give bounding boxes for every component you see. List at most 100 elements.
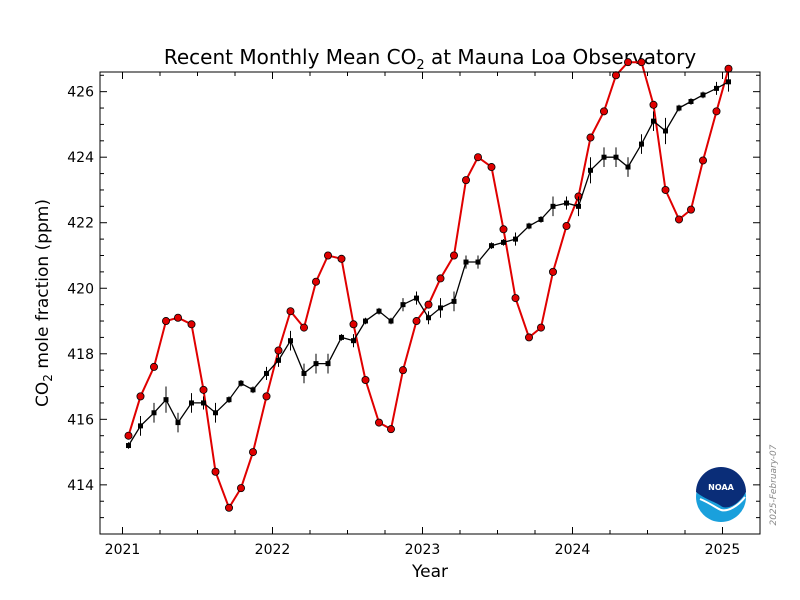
data-point (400, 302, 406, 308)
series-line (127, 61, 730, 511)
x-tick-label: 2022 (255, 542, 291, 558)
data-point (699, 156, 708, 165)
data-point (361, 375, 370, 384)
data-point (250, 387, 256, 393)
data-point (224, 503, 233, 512)
data-point (412, 317, 421, 326)
data-point (363, 318, 368, 324)
data-point (414, 295, 419, 301)
data-point (311, 277, 320, 286)
axis-ticks: 2021 2022 2023 2024 2025 414 416 418 420 422 424 42… (67, 72, 761, 558)
data-point (675, 215, 684, 224)
data-point (624, 58, 633, 67)
data-point (325, 361, 331, 367)
data-point (625, 164, 631, 170)
data-point (601, 154, 607, 160)
data-point (376, 308, 382, 314)
x-axis-label: Year (411, 562, 448, 582)
data-point (676, 105, 682, 111)
data-point (586, 133, 595, 142)
data-point (339, 334, 344, 340)
data-point (463, 259, 469, 265)
y-tick-label: 418 (67, 347, 94, 363)
data-point (349, 320, 358, 329)
data-point (126, 443, 131, 449)
svg-text:CO2 mole fraction (ppm): CO2 mole fraction (ppm) (33, 199, 55, 407)
data-point (449, 251, 458, 260)
data-point (438, 305, 443, 311)
x-tick-label: 2023 (405, 542, 441, 558)
deseasonalized-series (126, 72, 731, 449)
data-point (588, 167, 593, 173)
y-tick-label: 424 (67, 150, 94, 166)
data-point (473, 153, 482, 162)
ylabel-rest: mole fraction (ppm) (33, 199, 53, 374)
data-point (639, 141, 644, 147)
data-point (398, 366, 407, 375)
data-series (124, 58, 733, 512)
y-tick-label: 414 (67, 478, 94, 494)
plot-frame (99, 71, 761, 535)
data-point (323, 251, 332, 260)
data-point (436, 274, 445, 283)
ylabel-main: CO (33, 382, 53, 407)
data-point (612, 71, 621, 80)
data-point (213, 410, 218, 416)
data-point (564, 200, 569, 206)
data-point (712, 107, 721, 116)
title-rest: at Mauna Loa Observatory (425, 45, 697, 69)
data-point (724, 64, 733, 73)
data-point (424, 300, 433, 309)
data-point (313, 361, 319, 367)
data-point (187, 320, 196, 329)
x-tick-label: 2024 (555, 542, 591, 558)
data-point (663, 128, 668, 134)
data-point (301, 370, 307, 376)
data-point (501, 239, 506, 245)
data-point (537, 323, 546, 332)
x-tick-label: 2025 (705, 542, 741, 558)
data-point (288, 338, 293, 344)
x-tick-label: 2021 (105, 542, 141, 558)
data-point (487, 163, 496, 172)
data-point (649, 100, 658, 109)
data-point (538, 216, 544, 222)
data-point (461, 176, 470, 185)
data-point (189, 400, 194, 406)
data-point (136, 392, 145, 401)
svg-text:Recent Monthly Mean CO2 at Mau: Recent Monthly Mean CO2 at Mauna Loa Obs… (164, 45, 696, 73)
data-point (550, 203, 556, 209)
data-point (600, 107, 609, 116)
data-point (161, 317, 170, 326)
data-point (236, 484, 245, 493)
data-point (451, 298, 457, 304)
data-point (651, 118, 656, 124)
data-point (238, 380, 244, 386)
title-subscript: 2 (416, 58, 424, 73)
data-point (276, 357, 281, 363)
data-point (661, 185, 670, 194)
chart-title: Recent Monthly Mean CO2 at Mauna Loa Obs… (164, 45, 696, 73)
data-point (199, 385, 208, 394)
y-tick-label: 422 (67, 216, 94, 232)
data-point (700, 92, 706, 98)
data-point (299, 323, 308, 332)
data-point (264, 370, 269, 376)
data-point (576, 203, 581, 209)
data-point (526, 223, 532, 229)
data-point (351, 338, 356, 344)
data-point (163, 397, 169, 403)
ylabel-subscript: 2 (41, 374, 55, 382)
data-point (286, 307, 295, 316)
monthly-mean-series (124, 58, 733, 512)
data-point (511, 294, 520, 303)
data-point (549, 267, 558, 276)
data-point (499, 225, 508, 234)
data-point (637, 58, 646, 67)
y-tick-label: 426 (67, 85, 94, 101)
data-point (513, 236, 518, 242)
date-stamp: 2025-February-07 (769, 444, 779, 525)
y-axis-label: CO2 mole fraction (ppm) (33, 199, 55, 407)
data-point (262, 392, 271, 401)
